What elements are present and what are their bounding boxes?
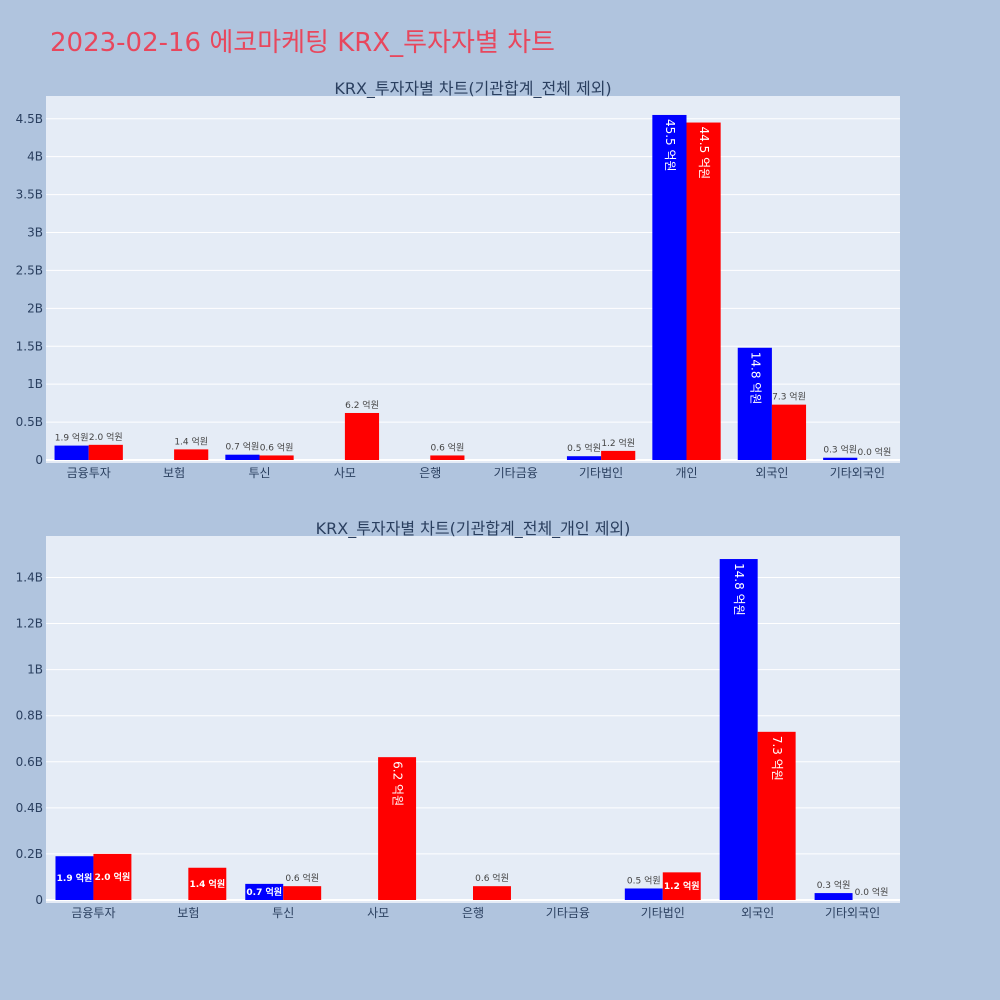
data-label: 0.6 억원 <box>285 872 319 884</box>
bar-buy <box>225 454 260 460</box>
data-label: 1.9 억원 <box>57 872 93 884</box>
bar-sell <box>430 455 465 460</box>
bar-buy <box>54 445 89 460</box>
y-tick-label: 0.6B <box>16 755 43 769</box>
bar-buy <box>245 883 284 900</box>
data-label: 2.0 억원 <box>95 871 131 883</box>
data-label: 6.2 억원 <box>391 761 405 806</box>
data-label: 7.3 억원 <box>770 736 784 781</box>
bar-sell <box>662 872 701 900</box>
chart-title: KRX_투자자별 차트(기관합계_전체 제외) <box>334 79 611 99</box>
data-label: 0.6 억원 <box>260 441 294 453</box>
x-tick-label: 은행 <box>419 465 441 480</box>
data-label: 45.5 억원 <box>663 119 677 172</box>
bar-sell <box>757 731 796 900</box>
bar-buy <box>823 457 858 460</box>
bar-sell <box>174 449 209 460</box>
data-label: 14.8 억원 <box>732 563 746 616</box>
bar-buy <box>624 888 663 900</box>
x-tick-label: 금융투자 <box>71 906 115 920</box>
data-label: 0.5 억원 <box>567 442 601 454</box>
x-tick-label: 보험 <box>163 466 185 480</box>
data-label: 0.0 억원 <box>855 886 889 898</box>
data-label: 0.5 억원 <box>627 874 661 886</box>
page-title: 2023-02-16 에코마케팅 KRX_투자자별 차트 <box>50 28 555 58</box>
y-tick-label: 0.4B <box>16 801 43 815</box>
x-tick-label: 기타법인 <box>579 466 623 480</box>
x-tick-label: 투신 <box>248 466 270 480</box>
data-label: 0.6 억원 <box>475 872 509 884</box>
data-label: 1.4 억원 <box>174 435 208 447</box>
data-label: 0.3 억원 <box>817 879 851 891</box>
y-tick-label: 3.5B <box>16 188 43 202</box>
x-tick-label: 개인 <box>675 466 697 480</box>
y-tick-label: 1.5B <box>16 339 43 353</box>
data-label: 0.0 억원 <box>858 446 892 458</box>
x-tick-label: 금융투자 <box>67 466 111 480</box>
chart-1: 0 0.5B 1B 1.5B 2B 2.5B 3B 3.5B 4B 4.5B KRX_투자자별 차트… <box>16 79 900 480</box>
bar-buy <box>55 856 94 900</box>
x-tick-label: 외국인 <box>741 906 774 920</box>
y-tick-label: 0.2B <box>16 847 43 861</box>
bar-buy <box>719 559 758 900</box>
data-label: 7.3 억원 <box>772 391 806 403</box>
y-tick-label: 0.5B <box>16 415 43 429</box>
y-tick-label: 2B <box>27 301 43 315</box>
y-tick-label: 0.8B <box>16 709 43 723</box>
data-label: 0.7 억원 <box>226 441 260 453</box>
bar-sell <box>771 404 807 460</box>
bar-sell <box>188 867 227 900</box>
bar-sell <box>283 886 322 900</box>
data-label: 0.6 억원 <box>431 441 465 453</box>
x-tick-label: 기타외국인 <box>830 466 885 480</box>
chart-2: 0 0.2B 0.4B 0.6B 0.8B 1B 1.2B 1.4B KRX_투자자별 차트(기… <box>16 519 900 920</box>
data-label: 44.5 억원 <box>697 127 711 180</box>
bar-sell <box>473 886 511 900</box>
data-label: 2.0 억원 <box>89 431 123 443</box>
data-label: 1.4 억원 <box>189 878 225 890</box>
chart-title: KRX_투자자별 차트(기관합계_전체_개인 제외) <box>316 519 631 539</box>
bar-buy <box>566 456 602 460</box>
bar-sell <box>686 122 721 461</box>
bar-buy <box>814 893 853 900</box>
x-tick-label: 기타법인 <box>641 906 685 920</box>
y-tick-label: 3B <box>27 226 43 240</box>
x-tick-label: 기타금융 <box>546 906 590 920</box>
x-tick-label: 사모 <box>334 466 356 480</box>
y-tick-label: 1B <box>27 663 43 677</box>
x-tick-label: 투신 <box>272 906 294 920</box>
bar-sell <box>344 412 380 460</box>
bar-sell <box>88 444 123 460</box>
x-tick-label: 은행 <box>462 905 484 920</box>
bar-sell <box>601 450 636 460</box>
x-tick-label: 기타금융 <box>494 466 538 480</box>
data-label: 0.7 억원 <box>246 886 282 898</box>
y-tick-label: 0 <box>35 453 43 467</box>
data-label: 1.2 억원 <box>664 880 700 892</box>
x-tick-label: 기타외국인 <box>825 906 880 920</box>
bar-buy <box>737 347 772 460</box>
bar-sell <box>259 455 294 460</box>
y-tick-label: 1B <box>27 377 43 391</box>
y-tick-label: 4B <box>27 150 43 164</box>
y-tick-label: 1.2B <box>16 617 43 631</box>
y-tick-label: 0 <box>35 893 43 907</box>
data-label: 1.9 억원 <box>55 432 89 444</box>
y-tick-label: 1.4B <box>16 570 43 584</box>
bar-buy <box>652 114 687 460</box>
x-tick-label: 보험 <box>177 906 199 920</box>
y-tick-label: 4.5B <box>16 112 43 126</box>
y-tick-label: 2.5B <box>16 263 43 277</box>
data-label: 6.2 억원 <box>345 399 379 411</box>
data-label: 1.2 억원 <box>601 437 635 449</box>
bar-sell <box>93 853 132 900</box>
x-tick-label: 외국인 <box>755 466 788 480</box>
data-label: 0.3 억원 <box>823 444 857 456</box>
data-label: 14.8 억원 <box>748 352 762 405</box>
x-tick-label: 사모 <box>367 906 389 920</box>
bar-sell <box>378 757 417 900</box>
